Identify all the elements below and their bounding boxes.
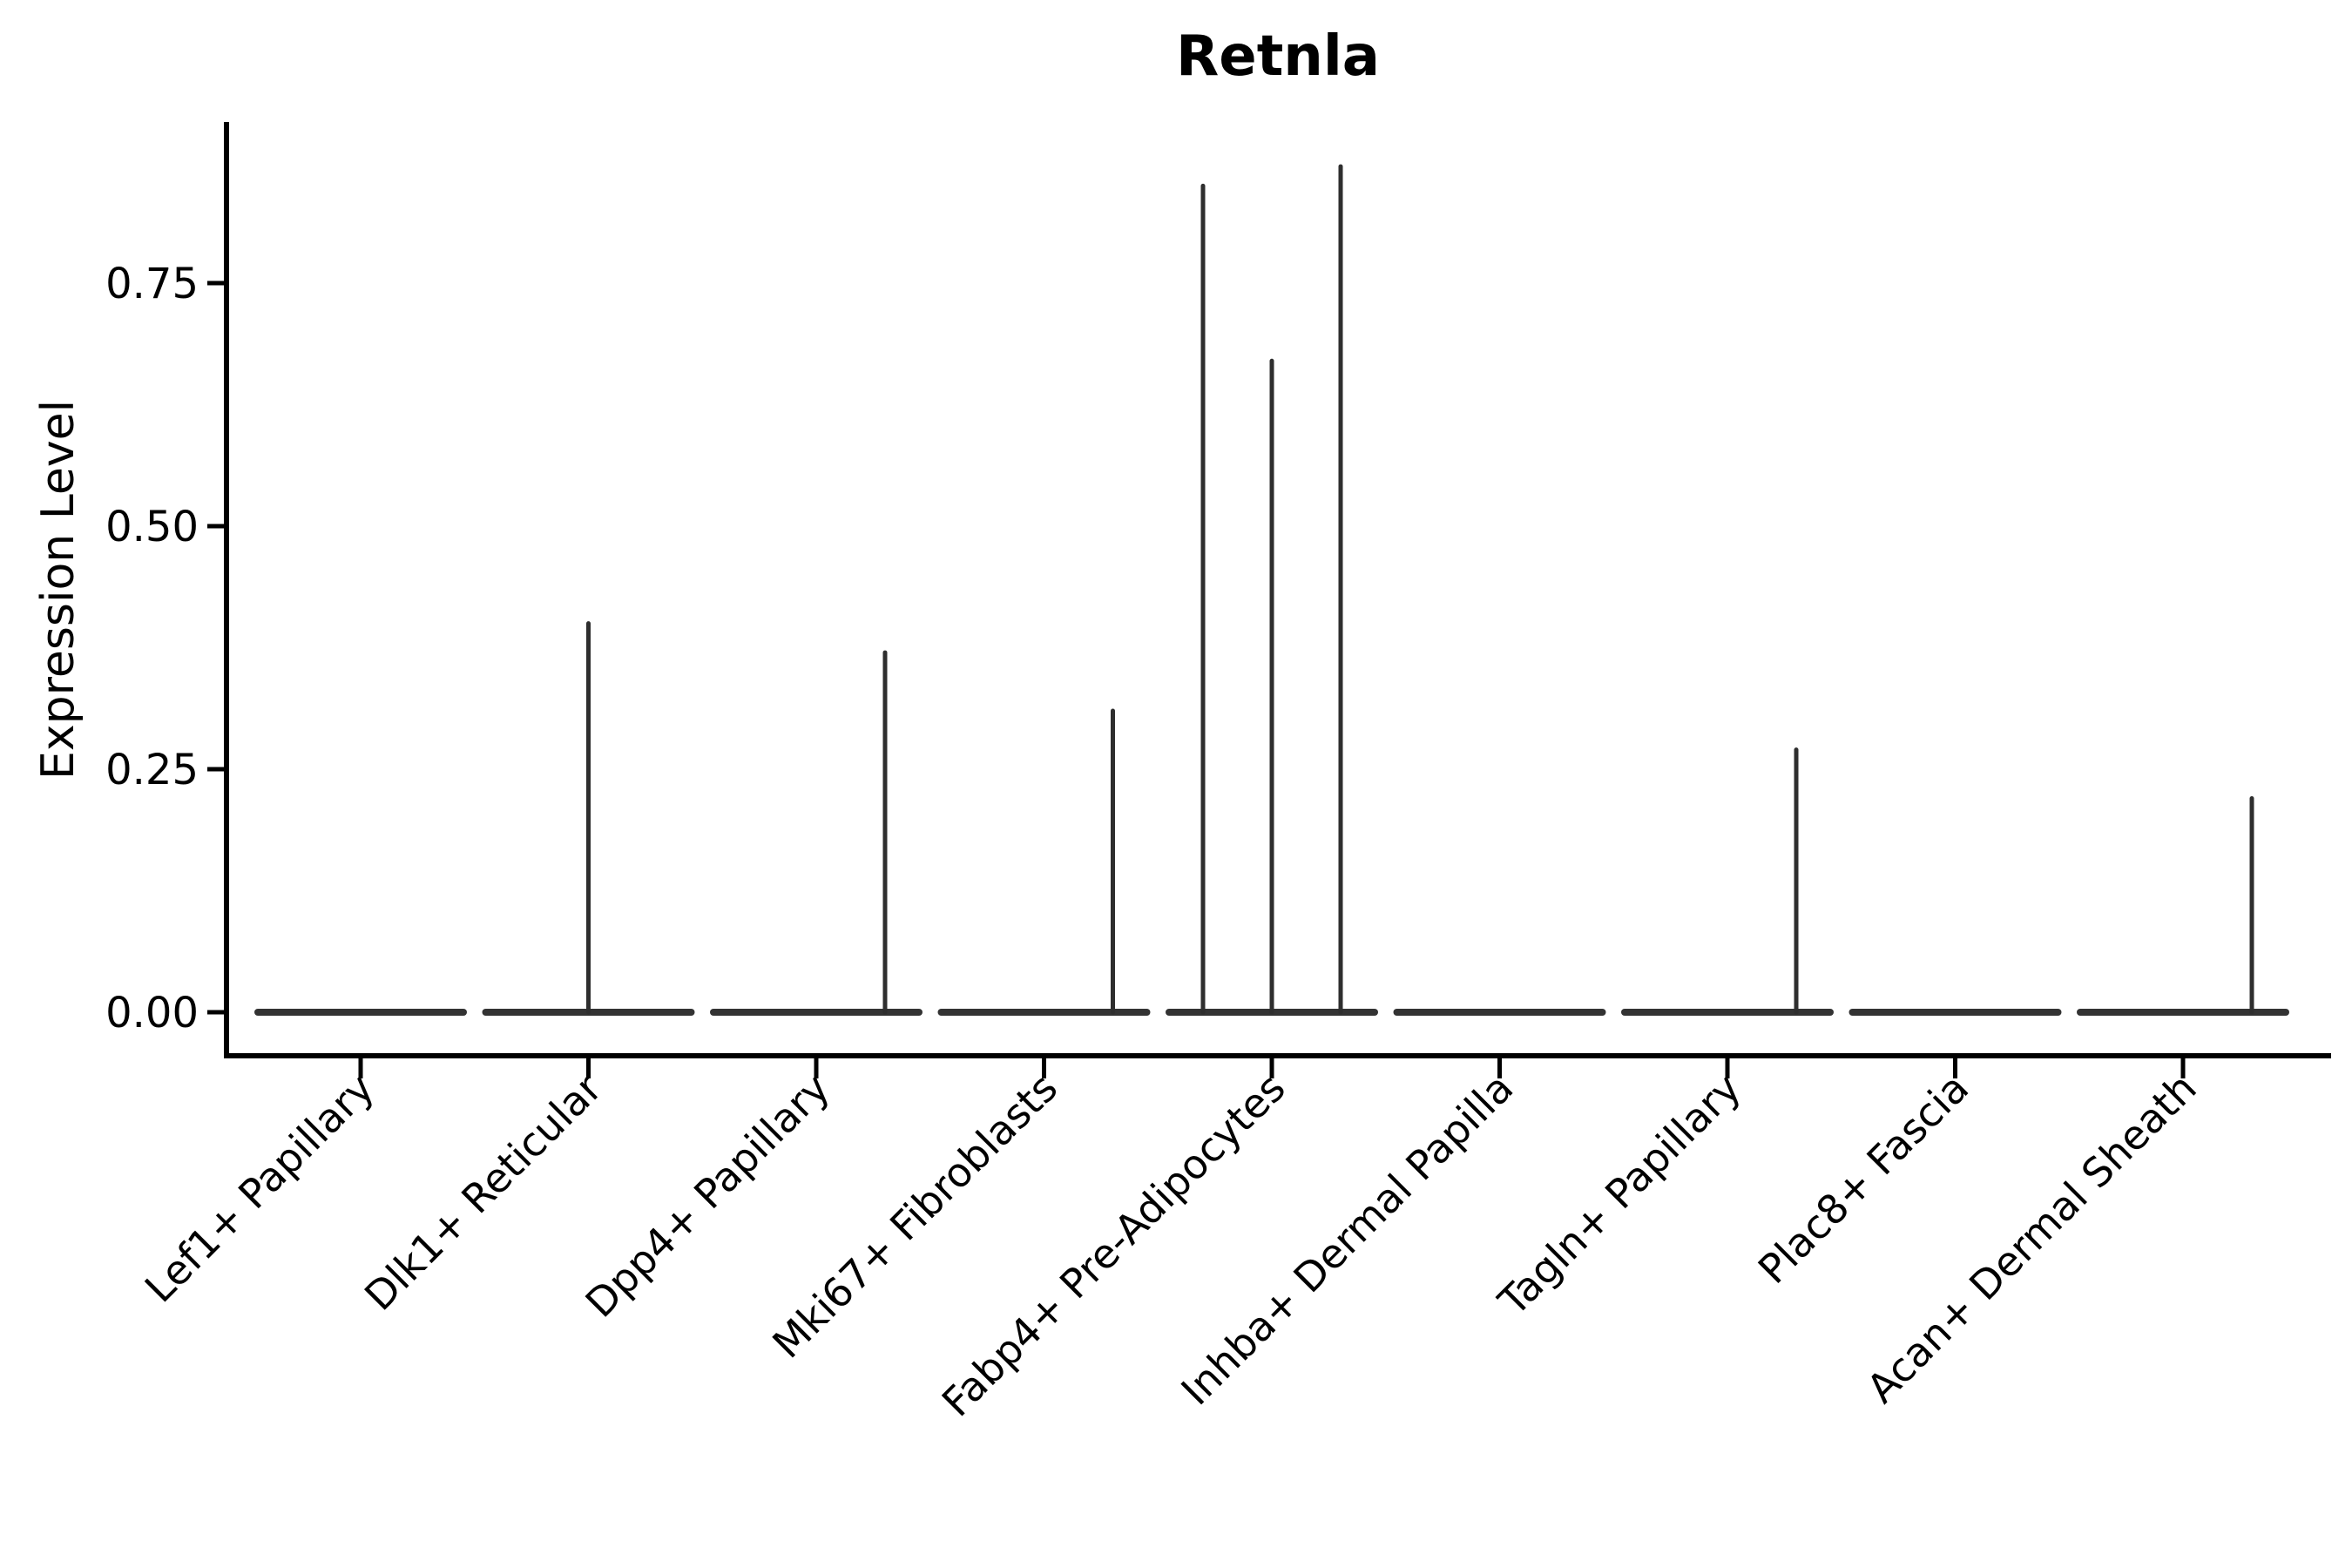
- violin-4: [937, 708, 1151, 1016]
- x-tick-label: Dlk1+ Reticular: [355, 1064, 611, 1320]
- violins-group: [254, 164, 2289, 1016]
- y-tick-label: 0.00: [105, 989, 199, 1037]
- violin-5: [1166, 164, 1378, 1016]
- y-axis-title: Expression Level: [32, 400, 84, 780]
- y-tick-label: 0.50: [105, 503, 199, 551]
- x-tick-label: Dpp4+ Papillary: [577, 1064, 839, 1327]
- y-tick-label: 0.25: [105, 746, 199, 794]
- y-tick-label: 0.75: [105, 260, 199, 308]
- x-tick-label: Tagln+ Papillary: [1489, 1064, 1750, 1326]
- x-tick-label: Lef1+ Papillary: [136, 1064, 383, 1312]
- violin-3: [710, 650, 923, 1016]
- violin-2: [482, 621, 695, 1016]
- violin-9: [2077, 795, 2289, 1016]
- violin-7: [1621, 747, 1834, 1016]
- chart-title: Retnla: [1176, 24, 1380, 89]
- x-tick-label: Plac8+ Fascia: [1749, 1064, 1977, 1293]
